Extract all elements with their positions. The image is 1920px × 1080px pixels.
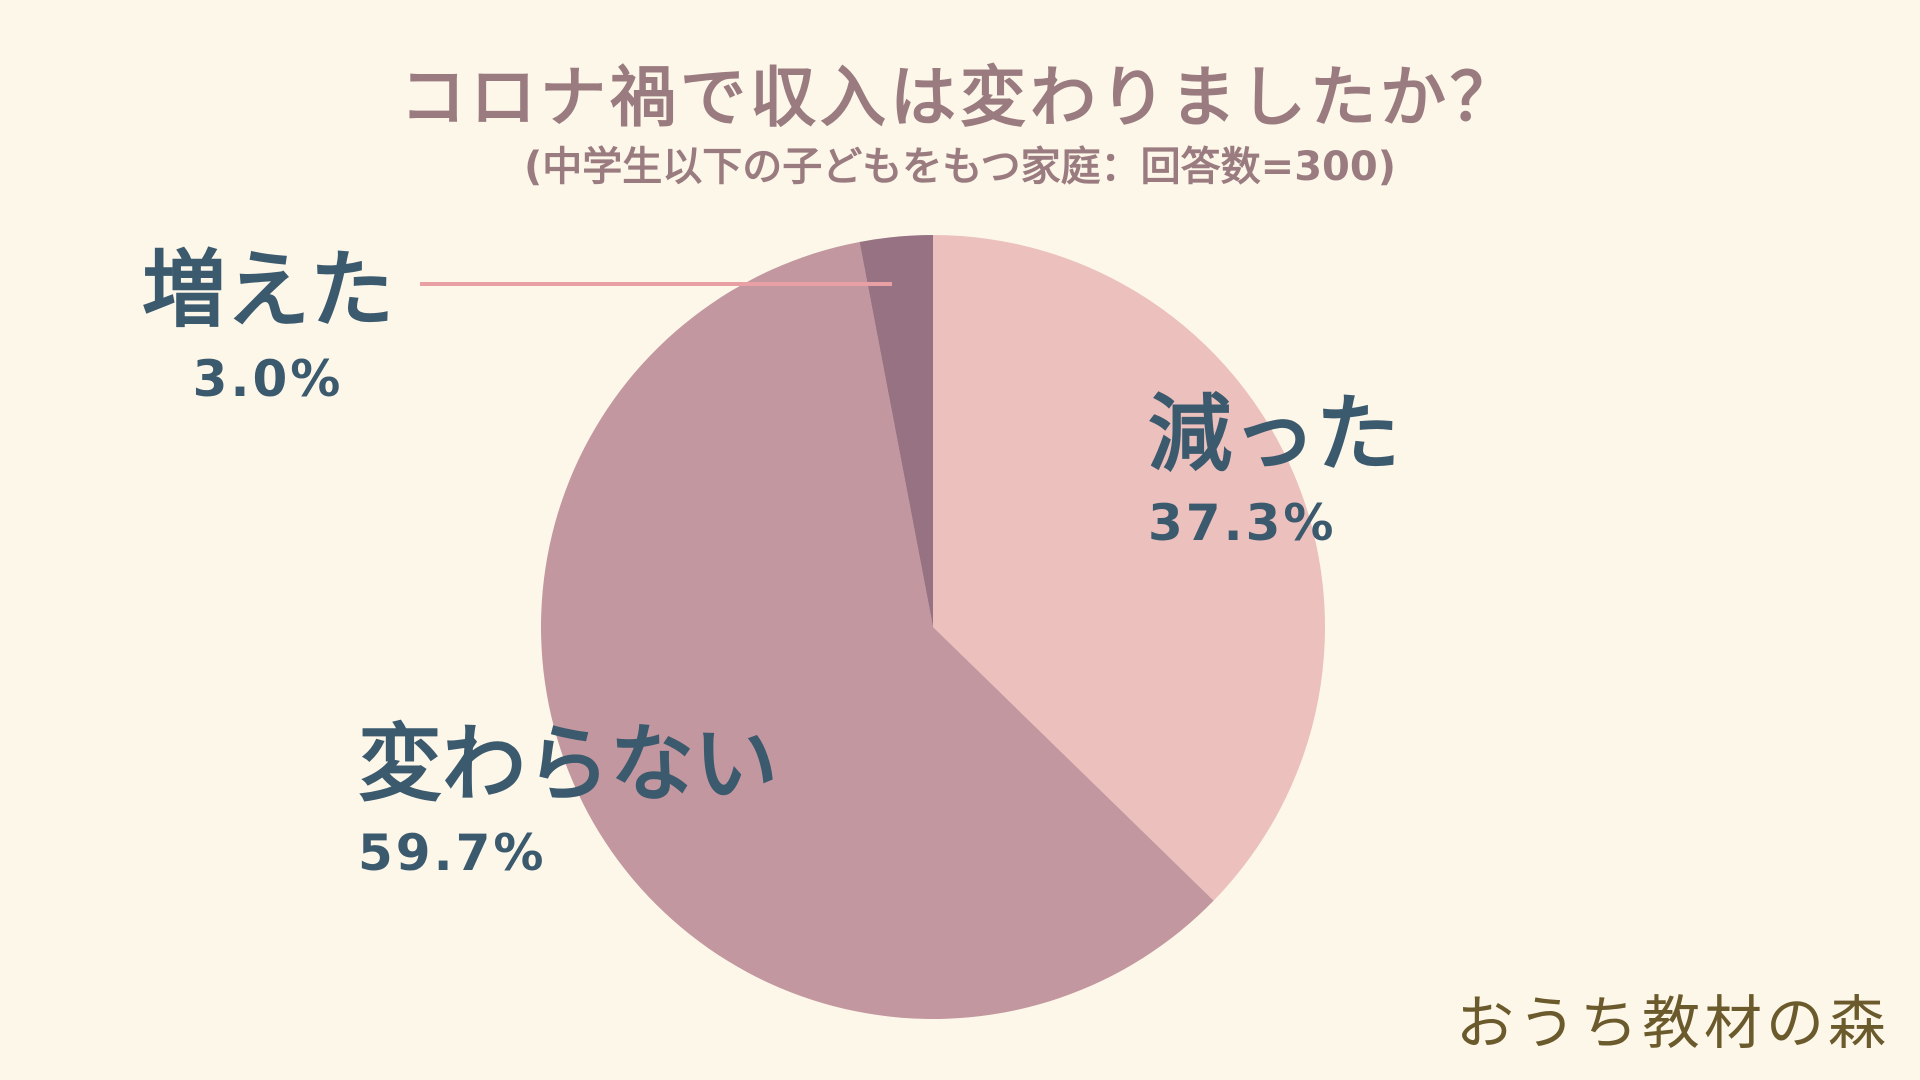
chart-title: コロナ禍で収入は変わりましたか？ (400, 59, 1520, 136)
slice-value-unchanged: 59.7% (358, 824, 547, 882)
slice-name-decreased: 減った (1148, 385, 1401, 483)
pie-slice-decreased (933, 235, 1325, 901)
pie-slice-increased (859, 235, 933, 627)
slice-value-decreased: 37.3% (1148, 494, 1337, 552)
slice-label-increased: 増えた 3.0% (142, 248, 394, 404)
slice-name-unchanged: 変わらない (358, 715, 779, 813)
slice-label-decreased: 減った 37.3% (1148, 392, 1400, 548)
brand-logo: おうち教材の森 (1455, 989, 1890, 1057)
slice-name-increased: 増えた (142, 241, 395, 339)
chart-subtitle: (中学生以下の子どもをもつ家庭：回答数=300) (524, 144, 1396, 190)
slice-label-unchanged: 変わらない 59.7% (358, 722, 778, 878)
slice-value-increased: 3.0% (192, 350, 344, 408)
pie-slice-unchanged (540, 241, 1214, 1019)
